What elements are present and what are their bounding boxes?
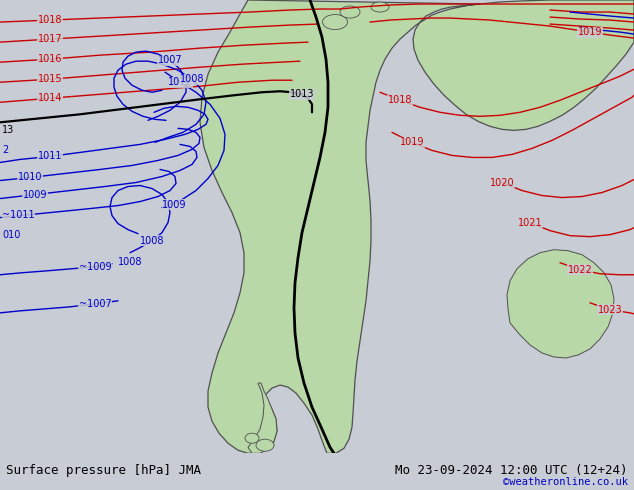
Text: ~1011: ~1011 <box>2 210 35 220</box>
Text: Surface pressure [hPa] JMA: Surface pressure [hPa] JMA <box>6 464 202 477</box>
Text: 1012: 1012 <box>167 77 192 87</box>
Text: 13: 13 <box>2 125 14 135</box>
Text: 2: 2 <box>2 146 8 155</box>
Text: 1022: 1022 <box>567 265 592 275</box>
Text: 1007: 1007 <box>158 55 183 65</box>
Text: 1010: 1010 <box>18 172 42 182</box>
Ellipse shape <box>340 6 360 18</box>
Text: 010: 010 <box>2 230 20 240</box>
Text: 1017: 1017 <box>37 34 62 44</box>
Polygon shape <box>507 250 614 358</box>
Text: 1015: 1015 <box>37 74 62 84</box>
Text: 1019: 1019 <box>578 27 602 37</box>
Text: 1016: 1016 <box>38 54 62 64</box>
Text: 1009: 1009 <box>162 199 186 210</box>
Text: ~1009: ~1009 <box>79 262 112 272</box>
Text: 1023: 1023 <box>598 305 623 315</box>
Ellipse shape <box>256 439 274 451</box>
Text: 1008: 1008 <box>118 257 142 267</box>
Text: 1020: 1020 <box>489 177 514 188</box>
Polygon shape <box>248 383 277 453</box>
Ellipse shape <box>323 15 347 29</box>
Text: 1021: 1021 <box>518 218 542 228</box>
Text: 1008: 1008 <box>139 236 164 245</box>
Text: 1009: 1009 <box>23 190 48 199</box>
Ellipse shape <box>371 2 389 12</box>
Text: 1008: 1008 <box>180 74 204 84</box>
Polygon shape <box>200 0 634 453</box>
Text: ©weatheronline.co.uk: ©weatheronline.co.uk <box>503 477 628 487</box>
Text: 1019: 1019 <box>400 137 424 147</box>
Ellipse shape <box>245 433 259 443</box>
Text: Mo 23-09-2024 12:00 UTC (12+24): Mo 23-09-2024 12:00 UTC (12+24) <box>395 464 628 477</box>
Text: 1011: 1011 <box>38 151 62 161</box>
Text: 1018: 1018 <box>388 95 412 105</box>
Text: 1018: 1018 <box>38 15 62 25</box>
Text: 1013: 1013 <box>290 89 314 99</box>
Text: 1014: 1014 <box>38 93 62 103</box>
Text: ~1007: ~1007 <box>79 299 112 309</box>
